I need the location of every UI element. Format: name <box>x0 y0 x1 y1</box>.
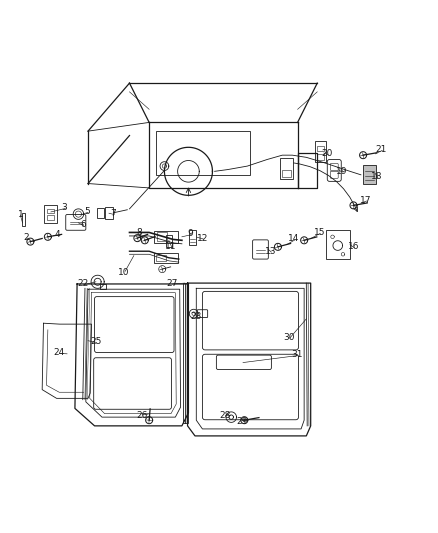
Text: 16: 16 <box>348 243 359 252</box>
Text: 25: 25 <box>90 337 102 346</box>
Text: 9: 9 <box>188 229 194 238</box>
Text: 19: 19 <box>336 167 348 176</box>
Text: 30: 30 <box>283 333 295 342</box>
Bar <box>183 283 187 423</box>
Text: 13: 13 <box>265 247 276 256</box>
Bar <box>46 215 54 220</box>
Bar <box>100 285 106 289</box>
Text: 21: 21 <box>376 145 387 154</box>
Text: 8: 8 <box>137 228 142 237</box>
Text: 20: 20 <box>321 149 333 158</box>
Bar <box>155 131 250 175</box>
Bar <box>189 230 196 245</box>
Text: 2: 2 <box>23 233 29 242</box>
Bar <box>46 209 54 213</box>
Text: 28: 28 <box>219 411 230 421</box>
Text: 22: 22 <box>77 279 88 288</box>
Text: 27: 27 <box>166 279 177 288</box>
Text: 1: 1 <box>18 209 23 219</box>
Text: 11: 11 <box>165 242 177 251</box>
Text: 14: 14 <box>288 235 300 244</box>
Bar <box>21 213 25 227</box>
Text: 23: 23 <box>191 312 202 321</box>
Text: 31: 31 <box>291 350 303 359</box>
Text: 10: 10 <box>118 268 130 277</box>
Text: 29: 29 <box>237 417 248 426</box>
Bar <box>326 230 350 259</box>
Bar <box>315 141 325 161</box>
Bar <box>44 205 57 223</box>
Bar <box>282 171 291 177</box>
Bar <box>105 207 113 219</box>
Text: 5: 5 <box>84 207 90 215</box>
Text: 15: 15 <box>314 228 325 237</box>
Text: 3: 3 <box>61 203 67 212</box>
Bar <box>97 208 104 217</box>
Bar <box>317 146 324 151</box>
Bar <box>154 231 178 243</box>
Text: 18: 18 <box>371 173 383 182</box>
Bar <box>166 235 172 247</box>
Text: 24: 24 <box>53 348 64 357</box>
Text: 17: 17 <box>360 196 371 205</box>
Bar <box>317 154 324 159</box>
Text: 4: 4 <box>55 230 60 239</box>
Bar <box>363 165 376 184</box>
Text: 6: 6 <box>80 220 86 229</box>
Text: 7: 7 <box>110 209 116 218</box>
Text: 12: 12 <box>197 233 208 243</box>
Bar <box>157 232 166 241</box>
Bar <box>153 253 177 263</box>
Text: 26: 26 <box>136 411 148 421</box>
Bar <box>280 158 293 179</box>
Bar <box>156 255 166 261</box>
